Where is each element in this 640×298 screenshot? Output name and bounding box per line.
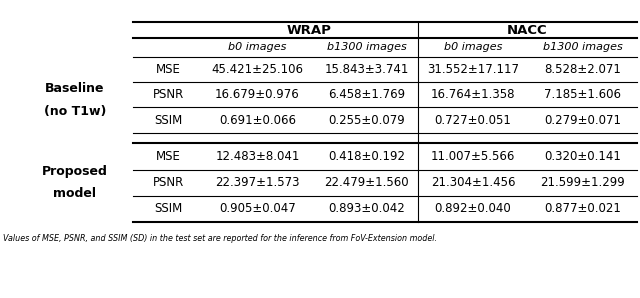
Text: 45.421±25.106: 45.421±25.106 [211,63,303,76]
Text: PSNR: PSNR [152,88,184,101]
Text: 11.007±5.566: 11.007±5.566 [431,150,515,164]
Text: 7.185±1.606: 7.185±1.606 [544,88,621,101]
Text: Baseline: Baseline [45,83,105,95]
Text: b0 images: b0 images [228,43,287,52]
Text: b0 images: b0 images [444,43,502,52]
Text: 0.892±0.040: 0.892±0.040 [435,203,511,215]
Text: 12.483±8.041: 12.483±8.041 [215,150,300,164]
Text: (no T1w): (no T1w) [44,105,106,117]
Text: 0.320±0.141: 0.320±0.141 [544,150,621,164]
Text: 22.397±1.573: 22.397±1.573 [215,176,300,190]
Text: b1300 images: b1300 images [543,43,622,52]
Text: PSNR: PSNR [152,176,184,190]
Text: 0.893±0.042: 0.893±0.042 [328,203,405,215]
Text: 0.255±0.079: 0.255±0.079 [328,114,405,126]
Text: WRAP: WRAP [287,24,332,36]
Text: 16.679±0.976: 16.679±0.976 [215,88,300,101]
Text: 0.279±0.071: 0.279±0.071 [544,114,621,126]
Text: 8.528±2.071: 8.528±2.071 [544,63,621,76]
Text: 0.691±0.066: 0.691±0.066 [219,114,296,126]
Text: 21.304±1.456: 21.304±1.456 [431,176,515,190]
Text: b1300 images: b1300 images [326,43,406,52]
Text: Proposed: Proposed [42,165,108,178]
Text: model: model [54,187,97,200]
Text: MSE: MSE [156,150,180,164]
Text: 15.843±3.741: 15.843±3.741 [324,63,409,76]
Text: 31.552±17.117: 31.552±17.117 [427,63,519,76]
Text: 0.418±0.192: 0.418±0.192 [328,150,405,164]
Text: 0.727±0.051: 0.727±0.051 [435,114,511,126]
Text: MSE: MSE [156,63,180,76]
Text: NACC: NACC [507,24,548,36]
Text: SSIM: SSIM [154,203,182,215]
Text: 0.905±0.047: 0.905±0.047 [219,203,296,215]
Text: 21.599±1.299: 21.599±1.299 [540,176,625,190]
Text: 22.479±1.560: 22.479±1.560 [324,176,409,190]
Text: 0.877±0.021: 0.877±0.021 [544,203,621,215]
Text: Values of MSE, PSNR, and SSIM (SD) in the test set are reported for the inferenc: Values of MSE, PSNR, and SSIM (SD) in th… [3,234,437,243]
Text: 6.458±1.769: 6.458±1.769 [328,88,405,101]
Text: 16.764±1.358: 16.764±1.358 [431,88,515,101]
Text: SSIM: SSIM [154,114,182,126]
